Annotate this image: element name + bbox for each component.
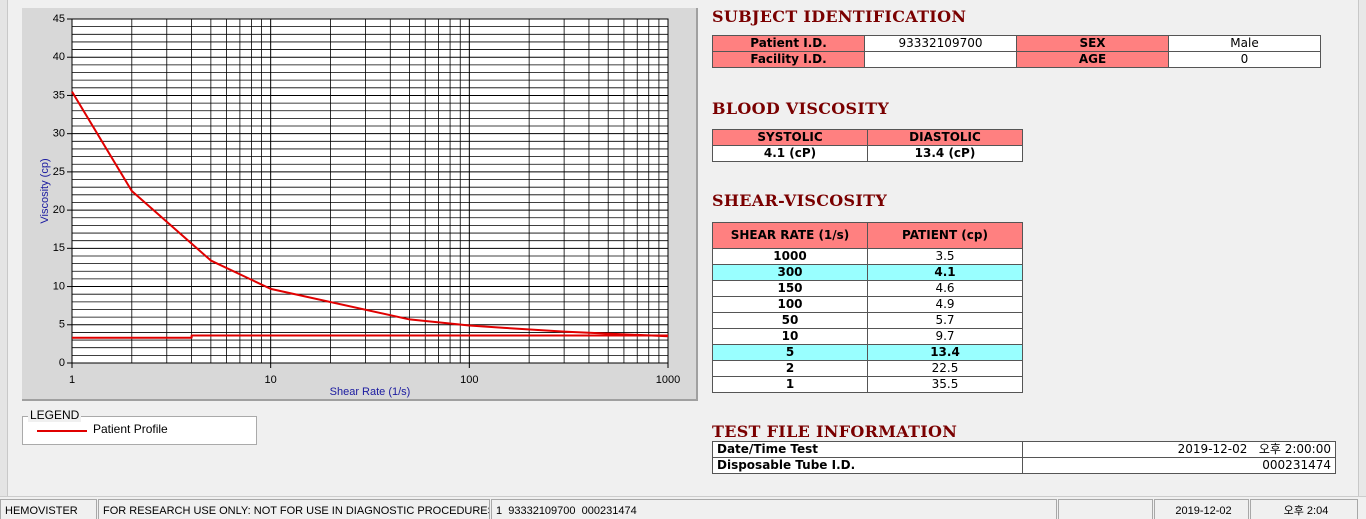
patient-value: 13.4 (867, 344, 1023, 361)
row: 10 9.7 (712, 328, 1023, 345)
section-title: SUBJECT IDENTIFICATION (712, 7, 967, 26)
value: 93332109700 (864, 35, 1017, 52)
row: Disposable Tube I.D. 000231474 (712, 457, 1336, 474)
legend-label: Patient Profile (93, 422, 168, 436)
shear-rate: 1 (712, 376, 868, 393)
y-axis-label: Viscosity (cp) (39, 158, 51, 223)
x-tick-label: 1 (69, 374, 75, 386)
patient-value: 4.6 (867, 280, 1023, 297)
status-panel: 2019-12-02 (1154, 499, 1249, 519)
value: 2019-12-02 오후 2:00:00 (1022, 441, 1336, 458)
y-tick-label: 0 (59, 357, 65, 369)
status-panel: FOR RESEARCH USE ONLY: NOT FOR USE IN DI… (98, 499, 490, 519)
row: 300 4.1 (712, 264, 1023, 281)
patient-value: 3.5 (867, 248, 1023, 265)
y-tick-label: 40 (53, 51, 65, 63)
value: 13.4 (cP) (867, 145, 1023, 162)
label: AGE (1016, 51, 1169, 68)
header: SHEAR RATE (1/s) (712, 222, 868, 249)
row: 150 4.6 (712, 280, 1023, 297)
patient-value: 4.9 (867, 296, 1023, 313)
chart: Shear Rate (1/s) Viscosity (cp) 0 5 10 15 20… (39, 13, 680, 398)
shear-viscosity-table: SHEAR RATE (1/s) PATIENT (cp) 1000 3.5 300… (712, 222, 1023, 393)
row: SHEAR RATE (1/s) PATIENT (cp) (712, 222, 1023, 249)
y-tick-label: 30 (53, 128, 65, 140)
shear-rate: 10 (712, 328, 868, 345)
subject-table: Patient I.D. 93332109700 SEX Male Facili… (712, 35, 1321, 68)
y-tick-label: 5 (59, 319, 65, 331)
value: 000231474 (1022, 457, 1336, 474)
scroll-bar (1358, 0, 1366, 496)
header: PATIENT (cp) (867, 222, 1023, 249)
line-series (71, 91, 669, 338)
shear-rate: 2 (712, 360, 868, 377)
value: 0 (1168, 51, 1321, 68)
row: 5 13.4 (712, 344, 1023, 361)
status-bar: HEMOVISTER FOR RESEARCH USE ONLY: NOT FO… (0, 496, 1366, 519)
status-panel: 1 93332109700 000231474 (491, 499, 1057, 519)
label: Patient I.D. (712, 35, 865, 52)
shear-rate: 50 (712, 312, 868, 329)
value (864, 51, 1017, 68)
label: Facility I.D. (712, 51, 865, 68)
row: 1000 3.5 (712, 248, 1023, 265)
legend-title: LEGEND (28, 408, 82, 422)
y-tick-label: 45 (53, 13, 65, 25)
shear-rate: 5 (712, 344, 868, 361)
label: Disposable Tube I.D. (712, 457, 1023, 474)
header: SYSTOLIC (712, 129, 868, 146)
status-panel: 오후 2:04 (1250, 499, 1358, 519)
shear-rate: 150 (712, 280, 868, 297)
row: 100 4.9 (712, 296, 1023, 313)
y-tick-label: 35 (53, 89, 65, 101)
row: Date/Time Test 2019-12-02 오후 2:00:00 (712, 441, 1336, 458)
plot-area (72, 19, 668, 363)
row: Facility I.D. AGE 0 (712, 51, 1321, 68)
patient-value: 35.5 (867, 376, 1023, 393)
x-tick-label: 1000 (656, 374, 680, 386)
line-series (72, 334, 668, 339)
shear-rate: 1000 (712, 248, 868, 265)
x-tick-label: 10 (265, 374, 277, 386)
plot-border (71, 18, 669, 364)
header: DIASTOLIC (867, 129, 1023, 146)
patient-value: 9.7 (867, 328, 1023, 345)
test-file-table: Date/Time Test 2019-12-02 오후 2:00:00 Dis… (712, 441, 1336, 474)
section-title: SHEAR-VISCOSITY (712, 191, 888, 210)
legend-swatch-area: Patient Profile (37, 422, 168, 436)
patient-value: 5.7 (867, 312, 1023, 329)
side-bar (0, 0, 8, 496)
label: Date/Time Test (712, 441, 1023, 458)
section-title: BLOOD VISCOSITY (712, 99, 890, 118)
status-panel (1058, 499, 1153, 519)
value: 4.1 (cP) (712, 145, 868, 162)
chart-panel: Shear Rate (1/s) Viscosity (cp) 0 5 10 15 20… (22, 8, 698, 401)
section-title: TEST FILE INFORMATION (712, 422, 958, 441)
y-tick-label: 10 (53, 280, 65, 292)
patient-value: 4.1 (867, 264, 1023, 281)
row: 2 22.5 (712, 360, 1023, 377)
row: 50 5.7 (712, 312, 1023, 329)
row: 1 35.5 (712, 376, 1023, 393)
y-tick-label: 15 (53, 242, 65, 254)
status-panel: HEMOVISTER (0, 499, 97, 519)
label: SEX (1016, 35, 1169, 52)
shear-rate: 300 (712, 264, 868, 281)
row: 4.1 (cP) 13.4 (cP) (712, 145, 1023, 162)
blood-viscosity-table: SYSTOLIC DIASTOLIC 4.1 (cP) 13.4 (cP) (712, 129, 1023, 162)
value: Male (1168, 35, 1321, 52)
shear-rate: 100 (712, 296, 868, 313)
x-tick-label: 100 (460, 374, 478, 386)
x-axis-label: Shear Rate (1/s) (330, 386, 411, 398)
row: Patient I.D. 93332109700 SEX Male (712, 35, 1321, 52)
y-tick-label: 25 (53, 166, 65, 178)
row: SYSTOLIC DIASTOLIC (712, 129, 1023, 146)
y-tick-label: 20 (53, 204, 65, 216)
patient-value: 22.5 (867, 360, 1023, 377)
